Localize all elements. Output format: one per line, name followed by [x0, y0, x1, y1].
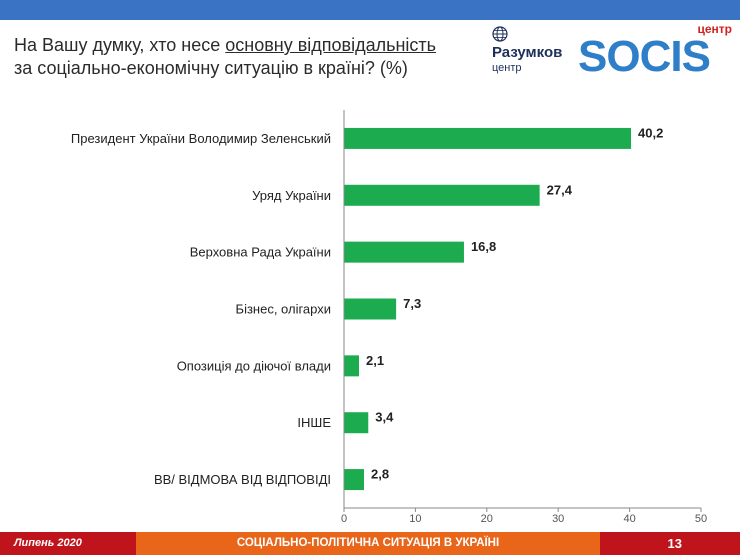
footer-subject: СОЦІАЛЬНО-ПОЛІТИЧНА СИТУАЦІЯ В УКРАЇНІ	[136, 532, 600, 555]
razumkov-logo: Разумков центр	[492, 26, 578, 78]
bar	[344, 412, 369, 434]
footer-date: Липень 2020	[0, 532, 136, 555]
socis-prefix: центр	[697, 22, 732, 36]
bar	[344, 355, 359, 377]
bar-chart: Президент України Володимир Зеленський 40…	[71, 110, 707, 525]
socis-name: SOCIS	[578, 32, 711, 81]
bar	[344, 241, 464, 263]
data-label: 2,8	[371, 467, 389, 482]
category-label: ВВ/ ВІДМОВА ВІД ВІДПОВІДІ	[154, 472, 331, 487]
razumkov-name: Разумков	[492, 44, 563, 61]
category-label: Опозиція до діючої влади	[177, 358, 331, 373]
data-label: 2,1	[366, 353, 384, 368]
data-label: 40,2	[638, 125, 663, 140]
globe-icon	[492, 26, 508, 42]
page-title: На Вашу думку, хто несе основну відповід…	[14, 34, 436, 80]
category-label: Уряд України	[252, 188, 331, 203]
category-label: ІНШЕ	[297, 415, 331, 430]
bar	[344, 469, 364, 491]
title-part-1: На Вашу думку, хто несе	[14, 35, 226, 55]
data-label: 16,8	[471, 239, 496, 254]
x-tick-label: 50	[695, 513, 707, 525]
x-tick-label: 0	[341, 513, 347, 525]
footer: Липень 2020 СОЦІАЛЬНО-ПОЛІТИЧНА СИТУАЦІЯ…	[0, 532, 740, 555]
page-number: 13	[600, 532, 740, 555]
category-label: Верховна Рада України	[190, 245, 331, 260]
category-label: Президент України Володимир Зеленський	[71, 131, 331, 146]
data-label: 27,4	[547, 182, 573, 197]
x-tick-label: 10	[409, 513, 421, 525]
x-tick-label: 40	[623, 513, 635, 525]
title-underlined-phrase: основну відповідальність	[225, 35, 437, 55]
category-label: Бізнес, олігархи	[236, 302, 331, 317]
data-label: 3,4	[375, 410, 394, 425]
x-tick-label: 20	[481, 513, 493, 525]
bar	[344, 298, 397, 320]
data-label: 7,3	[403, 296, 421, 311]
x-tick-label: 30	[552, 513, 564, 525]
top-accent-bar	[0, 0, 740, 20]
socis-logo: центр SOCIS	[578, 22, 732, 81]
bar	[344, 184, 540, 206]
title-part-2: за соціально-економічну ситуацію в країн…	[14, 58, 408, 78]
bar	[344, 127, 632, 149]
razumkov-sub: центр	[492, 62, 522, 74]
